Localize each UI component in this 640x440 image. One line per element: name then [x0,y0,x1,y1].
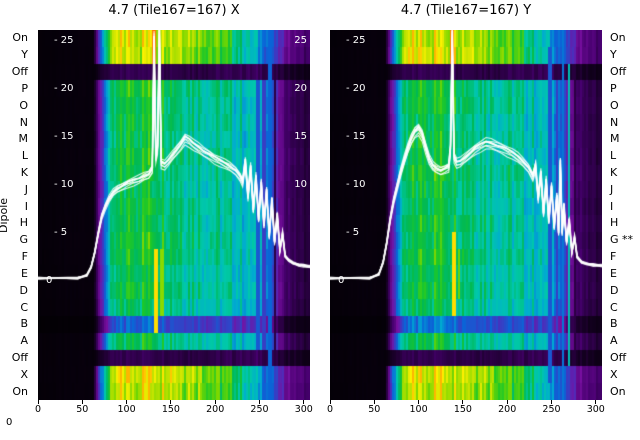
dipole-label: On [12,384,28,398]
x-tick-mark [373,400,375,404]
x-tick-mark [81,400,83,404]
dipole-label: K [610,165,618,179]
dipole-label: M [610,132,620,146]
dipole-label: I [610,199,614,213]
dipole-label: P [21,81,28,95]
dipole-label: On [610,384,626,398]
dipole-label: C [610,300,618,314]
dipole-label: E [21,266,28,280]
dipole-label: D [610,283,619,297]
dipole-label: C [20,300,28,314]
dipole-label: Off [610,65,627,79]
x-tick-mark [462,400,464,404]
x-tick-mark [329,400,331,404]
dipole-label: Y [21,48,28,62]
dipole-label: F [610,250,617,264]
dipole-label: F [21,250,28,264]
right-x-axis: 0 50 100 150 200 250 300 [327,400,605,418]
dipole-label: J [24,182,28,196]
x-tick-label: 300 [294,404,313,415]
x-tick-mark [550,400,552,404]
dipole-label: G [19,233,28,247]
left-plot-title: 4.7 (Tile167=167) X [108,3,240,18]
dipole-label: N [610,115,619,129]
dipole-label: N [19,115,28,129]
x-tick-mark [303,400,305,404]
x-tick-mark [170,400,172,404]
dipole-label: O [19,98,28,112]
right-plot-title: 4.7 (Tile167=167) Y [400,3,532,18]
corner-tick-label: 0 [6,417,13,428]
dipole-label: B [610,317,618,331]
dipole-label: E [610,266,617,280]
dipole-label: K [20,165,28,179]
left-x-axis: 0 50 100 150 200 250 300 [35,400,313,418]
x-tick-label: 200 [498,404,517,415]
dipole-label: L [610,149,617,163]
x-tick-mark [126,400,128,404]
dipole-label: X [20,367,28,381]
x-tick-label: 0 [34,404,42,415]
left-dipole-labels: On Y Off P O N M L K J I H G F E D C B A Off X On [0,30,28,400]
x-tick-label: 150 [161,404,180,415]
x-tick-mark [214,400,216,404]
x-tick-mark [506,400,508,404]
right-dipole-labels: On Y Off P O N M L K J I H G ** F E D C B A Off X On [606,30,640,400]
dipole-label: Off [11,350,28,364]
x-tick-label: 0 [326,404,334,415]
dipole-label: G ** [610,233,634,247]
dipole-label: A [610,334,618,348]
x-tick-label: 200 [206,404,225,415]
x-tick-label: 100 [409,404,428,415]
dipole-label: J [610,182,614,196]
dipole-label: H [610,216,619,230]
x-tick-label: 300 [586,404,605,415]
x-tick-label: 250 [250,404,269,415]
left-heatmap-canvas [38,30,310,400]
dipole-label: H [19,216,28,230]
dipole-label: On [610,31,626,45]
dipole-label: L [21,149,28,163]
x-tick-mark [418,400,420,404]
dipole-label: P [610,81,617,95]
dipole-label: I [24,199,28,213]
x-tick-label: 100 [117,404,136,415]
dipole-label: A [20,334,28,348]
x-tick-mark [37,400,39,404]
dipole-label: M [18,132,29,146]
dipole-label: X [610,367,618,381]
x-tick-label: 50 [76,404,89,415]
x-tick-label: 250 [542,404,561,415]
dipole-label: D [19,283,28,297]
dipole-label: O [610,98,619,112]
dipole-label: Off [11,65,28,79]
x-tick-mark [258,400,260,404]
x-tick-mark [595,400,597,404]
dipole-label: Y [610,48,617,62]
right-heatmap-canvas [330,30,602,400]
dipole-label: Off [610,350,627,364]
x-tick-label: 150 [453,404,472,415]
x-tick-label: 50 [368,404,381,415]
dipole-label: B [20,317,28,331]
dipole-label: On [12,31,28,45]
